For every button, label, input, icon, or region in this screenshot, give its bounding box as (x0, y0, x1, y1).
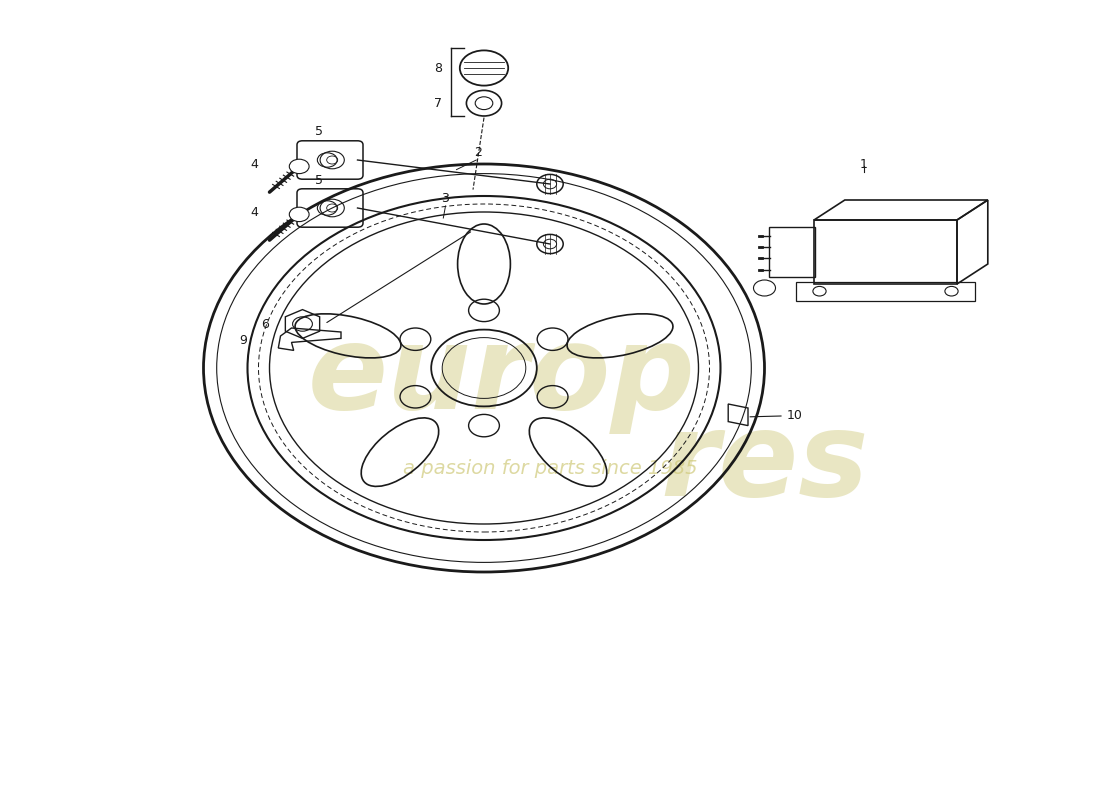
Text: a passion for parts since 1985: a passion for parts since 1985 (403, 458, 697, 478)
Text: 5: 5 (315, 174, 323, 186)
Text: 7: 7 (434, 97, 442, 110)
Text: res: res (660, 406, 869, 522)
Text: 3: 3 (441, 191, 450, 205)
Text: 1: 1 (860, 158, 868, 170)
Text: 4: 4 (251, 206, 258, 218)
Text: europ: europ (308, 318, 696, 434)
Text: 5: 5 (315, 126, 323, 138)
Circle shape (289, 207, 309, 222)
Text: 10: 10 (786, 410, 802, 422)
Text: 6: 6 (262, 318, 270, 330)
Circle shape (289, 159, 309, 174)
Text: 8: 8 (434, 62, 442, 74)
Text: 9: 9 (240, 334, 248, 346)
Text: 4: 4 (251, 158, 258, 170)
Text: 2: 2 (474, 146, 483, 158)
